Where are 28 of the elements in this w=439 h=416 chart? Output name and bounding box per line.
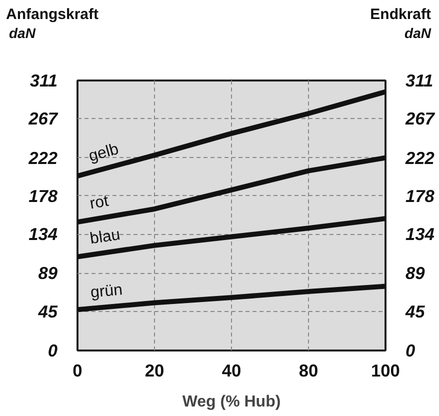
x-tick-label: 20 bbox=[144, 360, 164, 380]
x-tick-label: 80 bbox=[298, 360, 318, 380]
y2-tick-label: 178 bbox=[406, 186, 435, 206]
text: grün bbox=[90, 282, 124, 302]
y-tick-label: 311 bbox=[30, 70, 58, 90]
y2-tick-label: 311 bbox=[406, 70, 434, 90]
x-axis-title: Weg (% Hub) bbox=[182, 394, 281, 410]
x-tick-label: 100 bbox=[371, 360, 400, 380]
y2-tick-label: 222 bbox=[404, 148, 435, 168]
y2-tick-label: 89 bbox=[406, 263, 426, 284]
y2-tick-label: 45 bbox=[404, 301, 426, 322]
y-tick-label: 0 bbox=[48, 340, 58, 360]
y-tick-label: 134 bbox=[28, 224, 58, 244]
y-axis-title: Anfangskraft daN bbox=[6, 6, 99, 42]
text: rot bbox=[88, 192, 110, 213]
text: blau bbox=[88, 226, 122, 248]
y-tick-label: 222 bbox=[28, 148, 58, 168]
y-tick-label: 89 bbox=[38, 263, 58, 284]
y-tick-label: 267 bbox=[28, 108, 59, 129]
y2-tick-label: 134 bbox=[406, 224, 435, 244]
y2-tick-label: 267 bbox=[404, 108, 436, 129]
text: gelb bbox=[86, 140, 121, 166]
x-tick-label: 40 bbox=[222, 360, 242, 380]
y2-tick-label: 0 bbox=[406, 340, 416, 360]
x-tick-label: 0 bbox=[72, 360, 82, 380]
y-tick-label: 178 bbox=[28, 186, 58, 206]
y-tick-label: 45 bbox=[37, 301, 58, 322]
y2-axis-title: Endkraft daN bbox=[370, 6, 431, 42]
